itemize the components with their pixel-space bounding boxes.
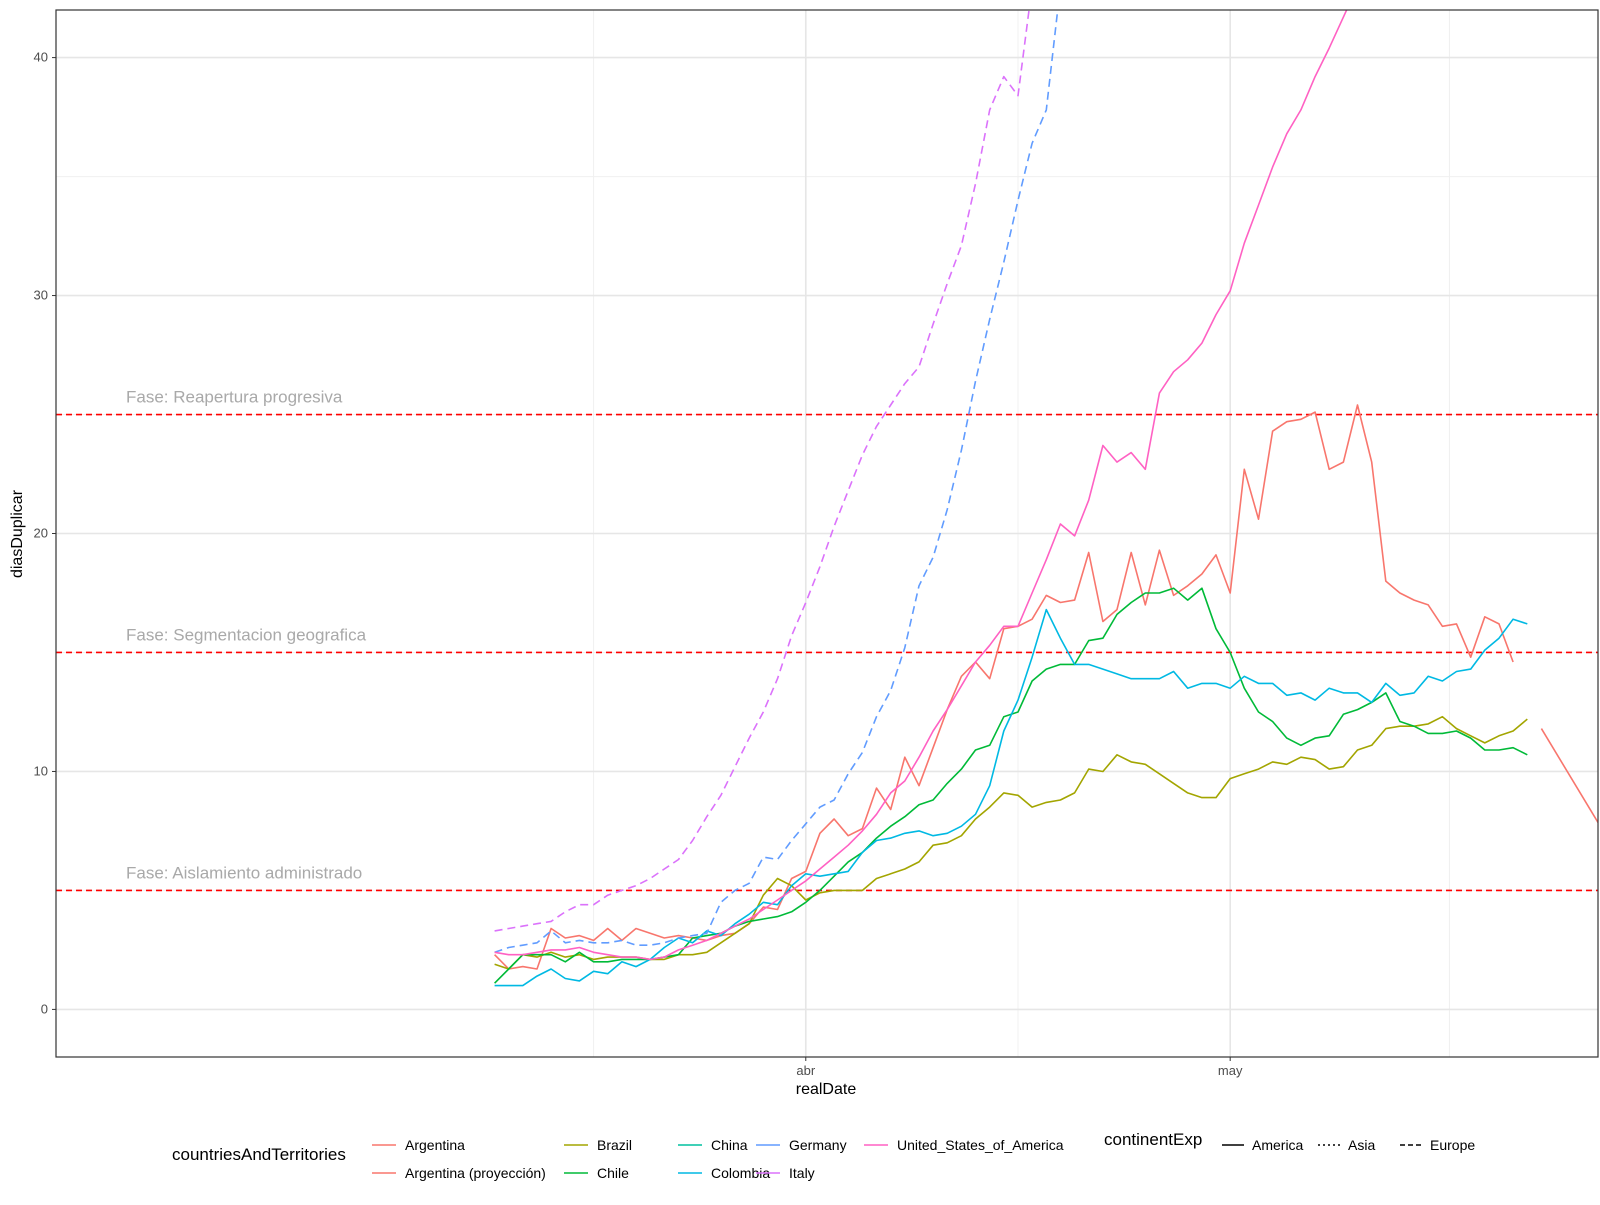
phase-label: Fase: Segmentacion geografica xyxy=(126,625,367,644)
legend-color-label: Argentina xyxy=(405,1137,465,1153)
x-axis-title: realDate xyxy=(796,1081,857,1098)
axes: 010203040abrmayjun xyxy=(34,50,1243,1078)
series-lines xyxy=(494,10,1598,987)
x-tick-label: abr xyxy=(796,1063,815,1078)
grid-lines xyxy=(56,10,1598,1057)
series-line-argentina xyxy=(494,404,1514,970)
y-tick-label: 40 xyxy=(34,50,48,65)
legend-linetype-label: Europe xyxy=(1430,1137,1475,1153)
legend-linetype-title: continentExp xyxy=(1104,1130,1202,1149)
legend-color-label: Chile xyxy=(597,1165,629,1181)
legend: countriesAndTerritories ArgentinaArgenti… xyxy=(172,1130,1475,1181)
y-tick-label: 20 xyxy=(34,526,48,541)
phase-label: Fase: Aislamiento administrado xyxy=(126,863,362,882)
legend-color-label: Brazil xyxy=(597,1137,632,1153)
phase-labels: Fase: Aislamiento administrado Fase: Segm… xyxy=(126,388,367,883)
series-line-argentina-proyecci-n- xyxy=(1540,728,1598,824)
legend-color-label: United_States_of_America xyxy=(897,1137,1064,1153)
y-tick-label: 0 xyxy=(41,1001,48,1016)
legend-color-label: Italy xyxy=(789,1165,815,1181)
legend-color-title: countriesAndTerritories xyxy=(172,1145,346,1164)
series-line-colombia xyxy=(494,608,1528,987)
legend-color-label: Germany xyxy=(789,1137,847,1153)
phase-label: Fase: Reapertura progresiva xyxy=(126,388,343,407)
y-axis-title: diasDuplicar xyxy=(9,489,26,578)
legend-color-label: Argentina (proyección) xyxy=(405,1165,546,1181)
legend-color-items: Argentina Argentina (proyección) Brazil Chi… xyxy=(372,1137,1064,1181)
legend-color-label: Colombia xyxy=(711,1165,770,1181)
series-line-united-states-of-america xyxy=(494,10,1348,961)
y-tick-label: 10 xyxy=(34,763,48,778)
y-tick-label: 30 xyxy=(34,288,48,303)
legend-linetype-label: America xyxy=(1252,1137,1304,1153)
series-line-italy xyxy=(494,10,1030,932)
phase-lines xyxy=(56,413,1598,892)
legend-linetype-items: America Asia Europe xyxy=(1222,1137,1475,1153)
series-line-brazil xyxy=(494,715,1528,970)
legend-color-label: China xyxy=(711,1137,748,1153)
legend-linetype-label: Asia xyxy=(1348,1137,1375,1153)
x-tick-label: may xyxy=(1218,1063,1243,1078)
series-line-germany xyxy=(494,10,1059,954)
